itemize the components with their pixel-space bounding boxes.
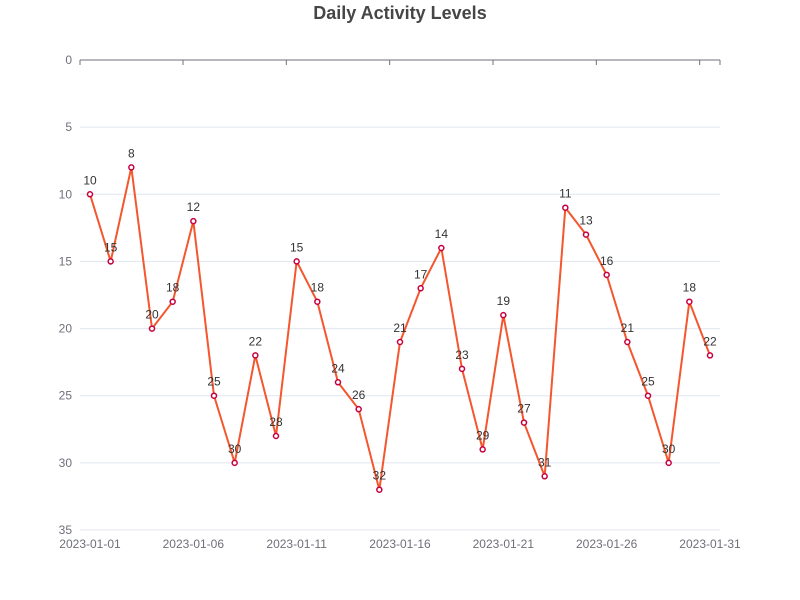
x-tick-label: 2023-01-11 (266, 537, 327, 551)
data-point (479, 446, 486, 453)
data-label: 23 (455, 348, 469, 362)
data-point (624, 338, 631, 346)
grid-lines (80, 126, 720, 531)
data-point (148, 325, 156, 332)
data-label: 12 (187, 200, 201, 214)
y-tick-label: 25 (59, 389, 73, 403)
data-point (458, 365, 466, 373)
x-tick-label: 2023-01-31 (679, 537, 741, 551)
y-axis: 0 5 10 15 20 25 30 35 (59, 53, 73, 537)
data-label: 25 (641, 375, 655, 389)
data-label: 22 (249, 334, 263, 348)
data-label: 26 (352, 388, 366, 402)
data-point (417, 285, 424, 292)
data-point (562, 204, 569, 211)
y-tick-label: 30 (59, 456, 73, 470)
data-label: 31 (538, 455, 552, 469)
data-label: 21 (621, 321, 635, 335)
data-point (210, 392, 218, 399)
data-point (190, 217, 197, 225)
data-label: 17 (414, 267, 428, 281)
y-tick-label: 0 (65, 53, 72, 67)
data-label: 14 (435, 227, 449, 241)
data-point (706, 352, 714, 359)
data-point (376, 486, 383, 493)
y-tick-label: 20 (59, 322, 73, 336)
y-tick-label: 5 (65, 120, 72, 134)
data-label: 15 (104, 240, 118, 254)
data-point (293, 258, 300, 265)
data-label: 27 (517, 402, 531, 416)
data-label: 19 (497, 294, 511, 308)
data-point (272, 432, 280, 440)
data-point (314, 298, 321, 305)
data-point (128, 164, 135, 171)
data-label: 13 (579, 214, 593, 228)
data-label: 18 (311, 281, 325, 295)
data-label: 11 (559, 187, 572, 201)
data-point (644, 392, 652, 399)
data-label: 24 (331, 361, 345, 375)
data-label: 32 (373, 469, 387, 483)
data-point (107, 258, 114, 265)
x-tick-label: 2023-01-21 (473, 537, 535, 551)
data-point (500, 311, 507, 319)
data-point (169, 298, 176, 305)
data-point (603, 271, 610, 279)
x-axis: 2023-01-01 2023-01-06 2023-01-11 2023-01-16… (59, 59, 741, 551)
data-label: 15 (290, 240, 304, 254)
data-point (438, 244, 445, 252)
data-point (541, 473, 548, 480)
y-tick-label: 35 (59, 523, 73, 537)
data-point (665, 459, 672, 467)
data-label: 20 (145, 308, 159, 322)
data-point (396, 338, 404, 346)
data-point (231, 459, 238, 467)
data-label: 18 (166, 281, 180, 295)
y-tick-label: 10 (59, 187, 73, 201)
data-label: 8 (128, 146, 135, 160)
data-label: 16 (600, 254, 614, 268)
data-points (86, 164, 714, 493)
x-tick-label: 2023-01-16 (369, 537, 431, 551)
data-point (520, 419, 528, 426)
data-point (334, 379, 342, 386)
data-label: 22 (703, 334, 717, 348)
data-point (355, 405, 362, 413)
data-point (252, 352, 259, 359)
y-tick-label: 15 (59, 254, 73, 268)
data-label: 30 (228, 442, 242, 456)
chart-title: Daily Activity Levels (313, 3, 486, 23)
data-point (686, 298, 693, 305)
data-labels: 10 15 8 20 18 12 25 30 22 28 15 18 24 26 32 21 17 14 23 29 1… (83, 146, 717, 482)
data-label: 25 (207, 375, 221, 389)
data-label: 10 (83, 173, 97, 187)
x-tick-label: 2023-01-26 (576, 537, 638, 551)
data-label: 29 (476, 428, 490, 442)
data-point (582, 231, 590, 238)
data-label: 30 (662, 442, 676, 456)
x-tick-label: 2023-01-01 (59, 537, 121, 551)
data-label: 18 (683, 281, 697, 295)
data-point (86, 191, 94, 198)
data-label: 21 (393, 321, 407, 335)
x-tick-label: 2023-01-06 (163, 537, 225, 551)
data-label: 28 (269, 415, 283, 429)
